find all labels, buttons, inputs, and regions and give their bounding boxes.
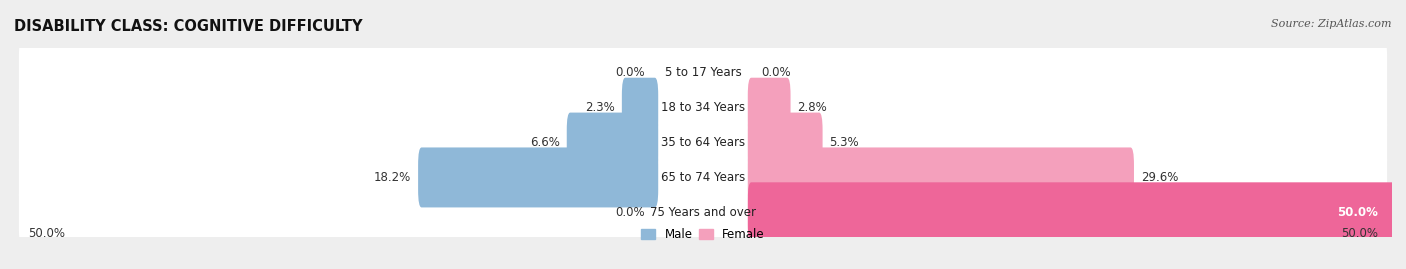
Text: DISABILITY CLASS: COGNITIVE DIFFICULTY: DISABILITY CLASS: COGNITIVE DIFFICULTY <box>14 19 363 34</box>
Text: 29.6%: 29.6% <box>1140 171 1178 184</box>
Text: 50.0%: 50.0% <box>1341 227 1378 240</box>
Text: 65 to 74 Years: 65 to 74 Years <box>661 171 745 184</box>
Text: 2.3%: 2.3% <box>585 101 614 114</box>
FancyBboxPatch shape <box>748 113 823 172</box>
Legend: Male, Female: Male, Female <box>637 224 769 246</box>
Text: 0.0%: 0.0% <box>614 66 644 79</box>
FancyBboxPatch shape <box>748 147 1135 207</box>
Text: 2.8%: 2.8% <box>797 101 827 114</box>
Text: 0.0%: 0.0% <box>614 206 644 219</box>
Text: 18.2%: 18.2% <box>374 171 411 184</box>
FancyBboxPatch shape <box>621 78 658 138</box>
Text: 0.0%: 0.0% <box>762 66 792 79</box>
FancyBboxPatch shape <box>18 66 1388 150</box>
FancyBboxPatch shape <box>748 78 790 138</box>
Text: 50.0%: 50.0% <box>1337 206 1378 219</box>
Text: 5 to 17 Years: 5 to 17 Years <box>665 66 741 79</box>
Text: 35 to 64 Years: 35 to 64 Years <box>661 136 745 149</box>
FancyBboxPatch shape <box>18 31 1388 115</box>
Text: 6.6%: 6.6% <box>530 136 560 149</box>
Text: Source: ZipAtlas.com: Source: ZipAtlas.com <box>1271 19 1392 29</box>
FancyBboxPatch shape <box>18 170 1388 254</box>
FancyBboxPatch shape <box>18 100 1388 185</box>
Text: 75 Years and over: 75 Years and over <box>650 206 756 219</box>
FancyBboxPatch shape <box>748 182 1395 242</box>
FancyBboxPatch shape <box>567 113 658 172</box>
FancyBboxPatch shape <box>18 135 1388 220</box>
Text: 50.0%: 50.0% <box>28 227 65 240</box>
Text: 5.3%: 5.3% <box>830 136 859 149</box>
FancyBboxPatch shape <box>418 147 658 207</box>
Text: 18 to 34 Years: 18 to 34 Years <box>661 101 745 114</box>
